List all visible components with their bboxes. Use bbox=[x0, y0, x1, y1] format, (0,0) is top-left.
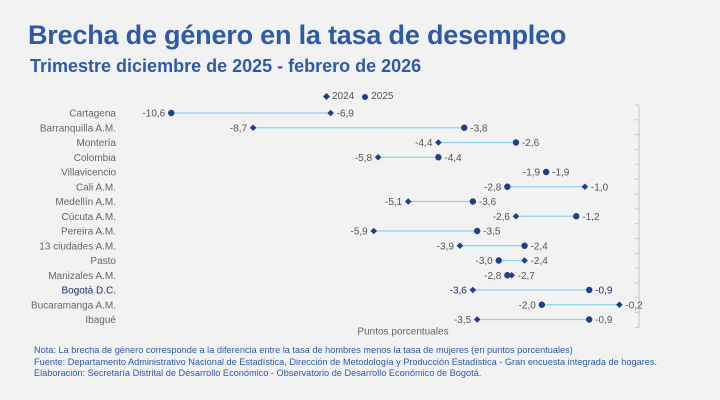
category-label: Colombia bbox=[74, 153, 117, 164]
value-label-right: -0,9 bbox=[595, 315, 613, 326]
value-label-right: -6,9 bbox=[337, 109, 355, 120]
value-label-right: -0,9 bbox=[595, 286, 613, 297]
value-label-right: -0,2 bbox=[625, 300, 643, 311]
marker-2025 bbox=[521, 242, 528, 249]
value-label-left: -4,4 bbox=[415, 138, 433, 149]
legend-item-2025: 2025 bbox=[362, 91, 394, 102]
value-label-right: -2,4 bbox=[531, 241, 549, 252]
category-label: Manizales A.M. bbox=[48, 271, 116, 282]
chart-title: Brecha de género en la tasa de desempleo bbox=[28, 20, 567, 50]
category-label: Bucaramanga A.M. bbox=[31, 300, 116, 311]
value-label-left: -2,8 bbox=[484, 182, 502, 193]
value-label-right: -4,4 bbox=[444, 153, 462, 164]
marker-2025 bbox=[461, 124, 468, 131]
value-label-left: -3,6 bbox=[450, 286, 468, 297]
value-label-left: -2,6 bbox=[493, 212, 511, 223]
marker-2025 bbox=[473, 227, 481, 235]
marker-2024 bbox=[512, 212, 520, 220]
footnote-nota: Nota: La brecha de género corresponde a … bbox=[34, 345, 573, 355]
value-label-left: -10,6 bbox=[142, 109, 165, 120]
marker-2025 bbox=[542, 168, 550, 176]
marker-2024 bbox=[249, 124, 257, 132]
value-label-left: -5,8 bbox=[355, 153, 373, 164]
marker-2025 bbox=[435, 154, 442, 161]
category-label: Bogotá D.C. bbox=[62, 286, 116, 297]
marker-2024 bbox=[581, 183, 589, 191]
marker-2025 bbox=[469, 198, 477, 205]
category-label: Pasto bbox=[90, 256, 116, 267]
marker-2025 bbox=[504, 183, 511, 190]
marker-2025 bbox=[586, 316, 593, 323]
marker-2025 bbox=[504, 272, 511, 279]
marker-2024 bbox=[521, 257, 528, 264]
marker-2024 bbox=[370, 227, 378, 235]
category-label: 13 ciudades A.M. bbox=[39, 241, 116, 252]
value-label-right: -1,2 bbox=[582, 212, 600, 223]
category-label: Cúcuta A.M. bbox=[62, 212, 116, 223]
marker-2025 bbox=[573, 213, 580, 220]
category-label: Montería bbox=[77, 138, 117, 149]
marker-2025 bbox=[586, 286, 593, 294]
category-label: Ibagué bbox=[85, 315, 116, 326]
value-label-left: -5,9 bbox=[351, 227, 369, 238]
marker-2024 bbox=[435, 139, 442, 146]
value-label-left: -5,1 bbox=[385, 197, 403, 208]
x-axis-label: Puntos porcentuales bbox=[357, 327, 448, 338]
footnote-elaboracion: Elaboración: Secretaría Distrital de Des… bbox=[34, 368, 482, 378]
marker-2025 bbox=[495, 257, 502, 264]
value-label-right: -1,9 bbox=[552, 168, 570, 179]
legend: 2024 2025 bbox=[322, 91, 394, 102]
category-label: Cali A.M. bbox=[76, 182, 116, 193]
legend-item-2024: 2024 bbox=[322, 91, 355, 102]
value-label-left: -3,9 bbox=[437, 241, 455, 252]
legend-label-2024: 2024 bbox=[332, 91, 355, 102]
value-label-left: -2,8 bbox=[484, 271, 502, 282]
value-label-left: -8,7 bbox=[230, 123, 248, 134]
marker-2025 bbox=[512, 139, 520, 146]
footnote-fuente: Fuente: Departamento Administrativo Naci… bbox=[34, 356, 658, 367]
category-label: Pereira A.M. bbox=[61, 227, 116, 238]
value-label-right: -2,7 bbox=[518, 271, 536, 282]
value-label-right: -2,4 bbox=[531, 256, 549, 267]
marker-2024 bbox=[473, 316, 481, 323]
value-label-right: -3,5 bbox=[483, 227, 501, 238]
marker-2025 bbox=[538, 301, 546, 308]
value-label-right: -3,6 bbox=[479, 197, 497, 208]
marker-2024 bbox=[327, 109, 334, 117]
value-label-left: -2,0 bbox=[519, 300, 537, 311]
category-label: Medellín A.M. bbox=[55, 197, 116, 208]
footnotes: Nota: La brecha de género corresponde a … bbox=[34, 345, 657, 380]
chart-subtitle: Trimestre diciembre de 2025 - febrero de… bbox=[30, 56, 422, 76]
value-label-right: -2,6 bbox=[522, 138, 540, 149]
legend-label-2025: 2025 bbox=[371, 91, 394, 102]
marker-2024 bbox=[374, 153, 382, 161]
value-label-left: -3,5 bbox=[454, 315, 472, 326]
marker-2024 bbox=[469, 286, 477, 294]
marker-2024 bbox=[456, 242, 464, 250]
marker-2025 bbox=[168, 109, 175, 117]
category-label: Barranquilla A.M. bbox=[40, 123, 116, 134]
category-label: Cartagena bbox=[69, 109, 116, 120]
marker-2024 bbox=[616, 301, 623, 309]
value-label-right: -1,0 bbox=[591, 182, 609, 193]
value-label-right: -3,8 bbox=[470, 123, 488, 134]
value-label-left: -1,9 bbox=[523, 168, 541, 179]
value-label-left: -3,0 bbox=[475, 256, 493, 267]
category-label: Villavicencio bbox=[61, 168, 116, 179]
circle-marker-icon bbox=[362, 93, 369, 100]
marker-2024 bbox=[404, 198, 412, 205]
